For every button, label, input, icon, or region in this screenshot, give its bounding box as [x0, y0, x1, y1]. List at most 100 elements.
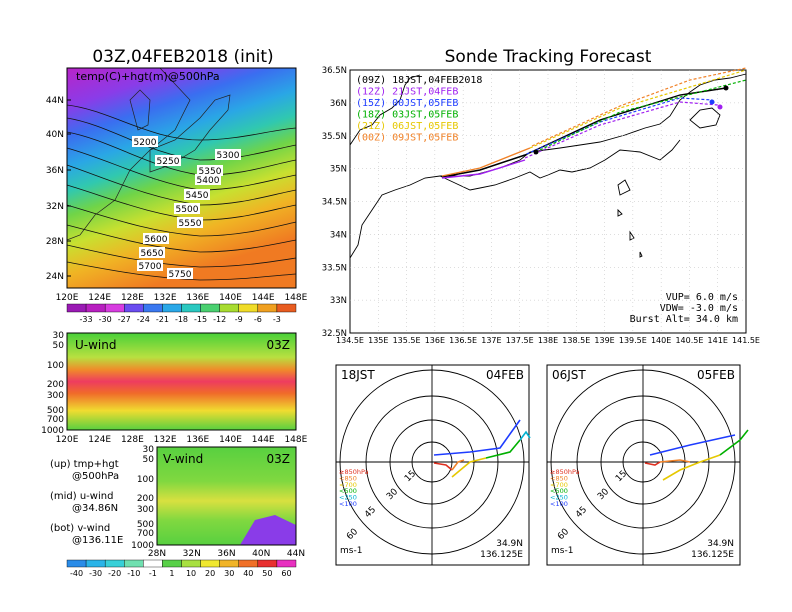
wind-colorbar-swatch [200, 559, 220, 568]
track-21z [529, 69, 747, 149]
contour-label-bg [167, 268, 193, 279]
track-legend: (09Z) 18JST,04FEB2018(12Z) 21JST,04FEB(1… [356, 75, 482, 144]
vwind-y-label: 500 [137, 520, 154, 530]
temp-colorbar-label: -6 [254, 315, 262, 324]
vwind-y-label: 50 [143, 455, 155, 465]
left-map-lon-label: 144E [252, 293, 275, 303]
temp-colorbar-swatch [124, 303, 144, 313]
track-param: VDW= -3.0 m/s [660, 303, 738, 314]
wind-colorbar-label: -30 [89, 569, 102, 578]
hodograph-legend-entry: <250 [339, 494, 357, 502]
hodograph-lat: 34.9N [496, 539, 523, 549]
hodograph-legend-entry: <850 [550, 474, 568, 482]
hodograph-time: 06JST [552, 368, 586, 382]
uwind-field [67, 333, 296, 430]
hodograph-unit: ms-1 [340, 546, 362, 556]
coastline-korea [129, 89, 151, 131]
hodograph-legend-entry: <500 [339, 487, 357, 495]
wind-colorbar-swatch [162, 559, 182, 568]
track-legend-entry: (00Z) 09JST,05FEB [356, 133, 458, 144]
track-lon-label: 138.5E [562, 336, 590, 345]
left-map-lat-labels: 44N 40N 36N 32N 28N 24N [46, 96, 71, 282]
contour-label: 5200 [134, 138, 157, 148]
vwind-label: V-wind [163, 452, 203, 466]
contour-label-bg [155, 155, 181, 166]
temp-colorbar-label: -21 [156, 315, 169, 324]
uwind-x-label: 144E [252, 435, 275, 445]
wind-colorbar-label: 30 [224, 569, 234, 578]
left-map-subtitle: temp(C)+hgt(m)@500hPa [76, 70, 220, 83]
wind-colorbar-label: -10 [127, 569, 140, 578]
temp-colorbar-label: -9 [235, 315, 243, 324]
left-map-lat-label: 32N [46, 202, 64, 212]
coastline-japan [149, 94, 231, 173]
hodograph-date: 04FEB [486, 368, 524, 382]
temp-colorbar-swatch [66, 303, 87, 313]
contour-label: 5500 [176, 205, 199, 215]
track-12z [524, 101, 719, 159]
note-line: @500hPa [72, 471, 119, 482]
track-lon-label: 139E [594, 336, 614, 345]
contour-label: 5600 [145, 235, 168, 245]
contour-label: 5350 [199, 167, 222, 177]
temp-colorbar-swatch [257, 303, 278, 313]
uwind-x-label: 128E [121, 435, 144, 445]
contour-label: 5700 [139, 262, 162, 272]
temp-colorbar-label: -27 [118, 315, 131, 324]
track-map-frame [349, 69, 747, 334]
track-lon-label: 134.5E [336, 336, 364, 345]
hodograph-legend-entry: <250 [550, 494, 568, 502]
sonde-tracks [441, 67, 747, 179]
contour-label: 5450 [186, 191, 209, 201]
hodograph-date: 05FEB [697, 368, 735, 382]
track-legend-entry: (18Z) 03JST,05FEB [356, 110, 458, 121]
left-map-lat-label: 40N [46, 130, 64, 140]
vwind-x-label: 40N [252, 549, 270, 559]
uwind-x-label: 124E [88, 435, 111, 445]
wind-colorbar-label: 1 [169, 569, 174, 578]
temp-colorbar-swatch [143, 303, 163, 313]
wind-colorbar: -40 -30 -20 -10 -1 1 10 20 30 40 50 60 [66, 559, 297, 578]
temp-colorbar-swatch [276, 303, 297, 313]
wind-colorbar-swatch [143, 559, 163, 568]
landing-point-09z [723, 85, 729, 91]
hodograph-legend-entry: <500 [550, 487, 568, 495]
track-lon-label: 139.5E [619, 336, 647, 345]
track-param: Burst Alt= 34.0 km [630, 314, 738, 325]
track-legend-entry: (21Z) 06JST,05FEB [356, 121, 458, 132]
track-legend-entry: (15Z) 00JST,05FEB [356, 98, 458, 109]
temp-map [66, 67, 297, 288]
wind-colorbar-swatch [257, 559, 278, 568]
track-lon-label: 141E [708, 336, 728, 345]
wind-colorbar-swatch [276, 559, 297, 568]
uwind-y-label: 300 [47, 391, 64, 401]
left-map-lon-label: 124E [88, 293, 111, 303]
hodograph-legend-entry: ≥850hPa [550, 468, 580, 476]
hodograph-trace [451, 457, 487, 478]
contour-label: 5650 [141, 249, 164, 259]
wind-colorbar-label: -20 [108, 569, 121, 578]
vwind-x-label: 44N [287, 549, 305, 559]
contour-label: 5300 [217, 151, 240, 161]
hodograph-trace [433, 462, 453, 471]
track-legend-entry: (09Z) 18JST,04FEB2018 [356, 75, 482, 86]
track-legend-entry: (12Z) 21JST,04FEB [356, 87, 458, 98]
left-map-lon-label: 136E [186, 293, 209, 303]
contour-label-bg [132, 136, 158, 147]
track-lon-label: 135E [368, 336, 388, 345]
uwind-x-label: 148E [284, 435, 307, 445]
track-lat-label: 36N [330, 99, 347, 109]
track-lon-labels: 134.5E 135E 135.5E 136E 136.5E 137E 137.5E 138E… [336, 336, 760, 345]
note-line: @136.11E [72, 535, 123, 546]
temp-map-frame [66, 67, 297, 289]
note-line: @34.86N [72, 503, 118, 514]
temp-colorbar-swatch [200, 303, 220, 313]
uwind-frame [66, 332, 297, 431]
temp-colorbar-label: -24 [137, 315, 150, 324]
contour-label: 5750 [169, 270, 192, 280]
track-lon-label: 137E [481, 336, 501, 345]
panel-notes: (up) tmp+hgt@500hPa (mid) u-wind@34.86N (b… [50, 459, 123, 546]
